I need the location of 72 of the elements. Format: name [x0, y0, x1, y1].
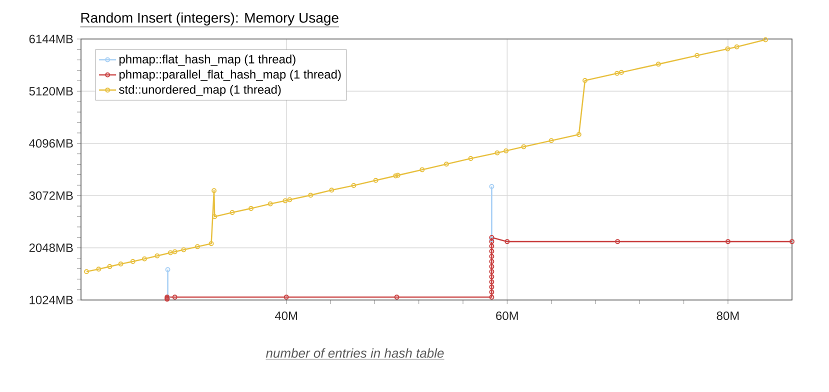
point — [489, 279, 494, 284]
point — [521, 144, 526, 150]
point — [489, 248, 494, 254]
y-tick-label: 1024MB — [30, 296, 73, 304]
point — [734, 44, 740, 50]
point — [172, 294, 178, 300]
point — [489, 235, 494, 240]
x-tick-label: 80M — [716, 312, 739, 320]
legend-label: phmap::flat_hash_map (1 thread) — [120, 54, 296, 66]
point — [468, 156, 474, 161]
y-tick-label: 2048MB — [29, 244, 73, 252]
point — [494, 150, 500, 156]
point — [96, 266, 102, 272]
point — [393, 173, 398, 178]
point — [618, 70, 624, 75]
point — [208, 241, 214, 246]
point — [154, 253, 160, 258]
point — [107, 264, 112, 270]
point — [548, 138, 554, 144]
point — [489, 269, 494, 274]
point — [615, 239, 620, 244]
point — [130, 258, 136, 264]
point — [420, 167, 425, 172]
point — [329, 188, 334, 193]
point — [725, 46, 730, 52]
point — [284, 294, 289, 300]
point — [268, 201, 273, 206]
point — [489, 274, 494, 280]
point — [489, 258, 494, 264]
point — [444, 162, 449, 167]
chart-title: Random Insert (integers): Memory Usage — [81, 12, 338, 26]
point — [504, 148, 509, 154]
point — [373, 178, 378, 183]
point — [230, 210, 235, 216]
point — [172, 249, 178, 254]
point — [165, 267, 170, 272]
point — [394, 294, 400, 300]
point — [576, 132, 582, 138]
point — [142, 256, 147, 262]
point — [489, 290, 494, 295]
point — [614, 70, 620, 76]
point — [489, 244, 494, 249]
y-tick-label: 5120MB — [29, 86, 73, 96]
point — [694, 53, 700, 58]
point — [248, 206, 254, 211]
point — [212, 188, 217, 194]
x-axis-title: number of entries in hash table — [266, 348, 444, 358]
point — [725, 239, 730, 244]
y-tick-label: 3072MB — [29, 191, 73, 200]
point — [181, 247, 186, 252]
point — [504, 239, 510, 244]
point — [656, 62, 661, 67]
point — [287, 197, 292, 202]
x-tick-label: 40M — [274, 312, 298, 320]
legend-label: std::unordered_map (1 thread) — [119, 84, 281, 96]
y-tick-label: 6144MB — [29, 34, 73, 44]
point — [308, 192, 314, 198]
point — [194, 244, 200, 250]
point — [118, 262, 124, 267]
y-tick-label: 4096MB — [29, 139, 73, 148]
point — [489, 264, 494, 270]
point — [395, 172, 400, 178]
point — [282, 198, 288, 204]
point — [168, 250, 173, 256]
point — [489, 284, 494, 290]
point — [489, 294, 494, 300]
legend-label: phmap::parallel_flat_hash_map (1 thread) — [120, 70, 341, 81]
point — [582, 78, 588, 83]
x-tick-label: 60M — [496, 312, 518, 320]
point — [351, 183, 356, 188]
point — [212, 214, 218, 220]
point — [489, 254, 494, 259]
